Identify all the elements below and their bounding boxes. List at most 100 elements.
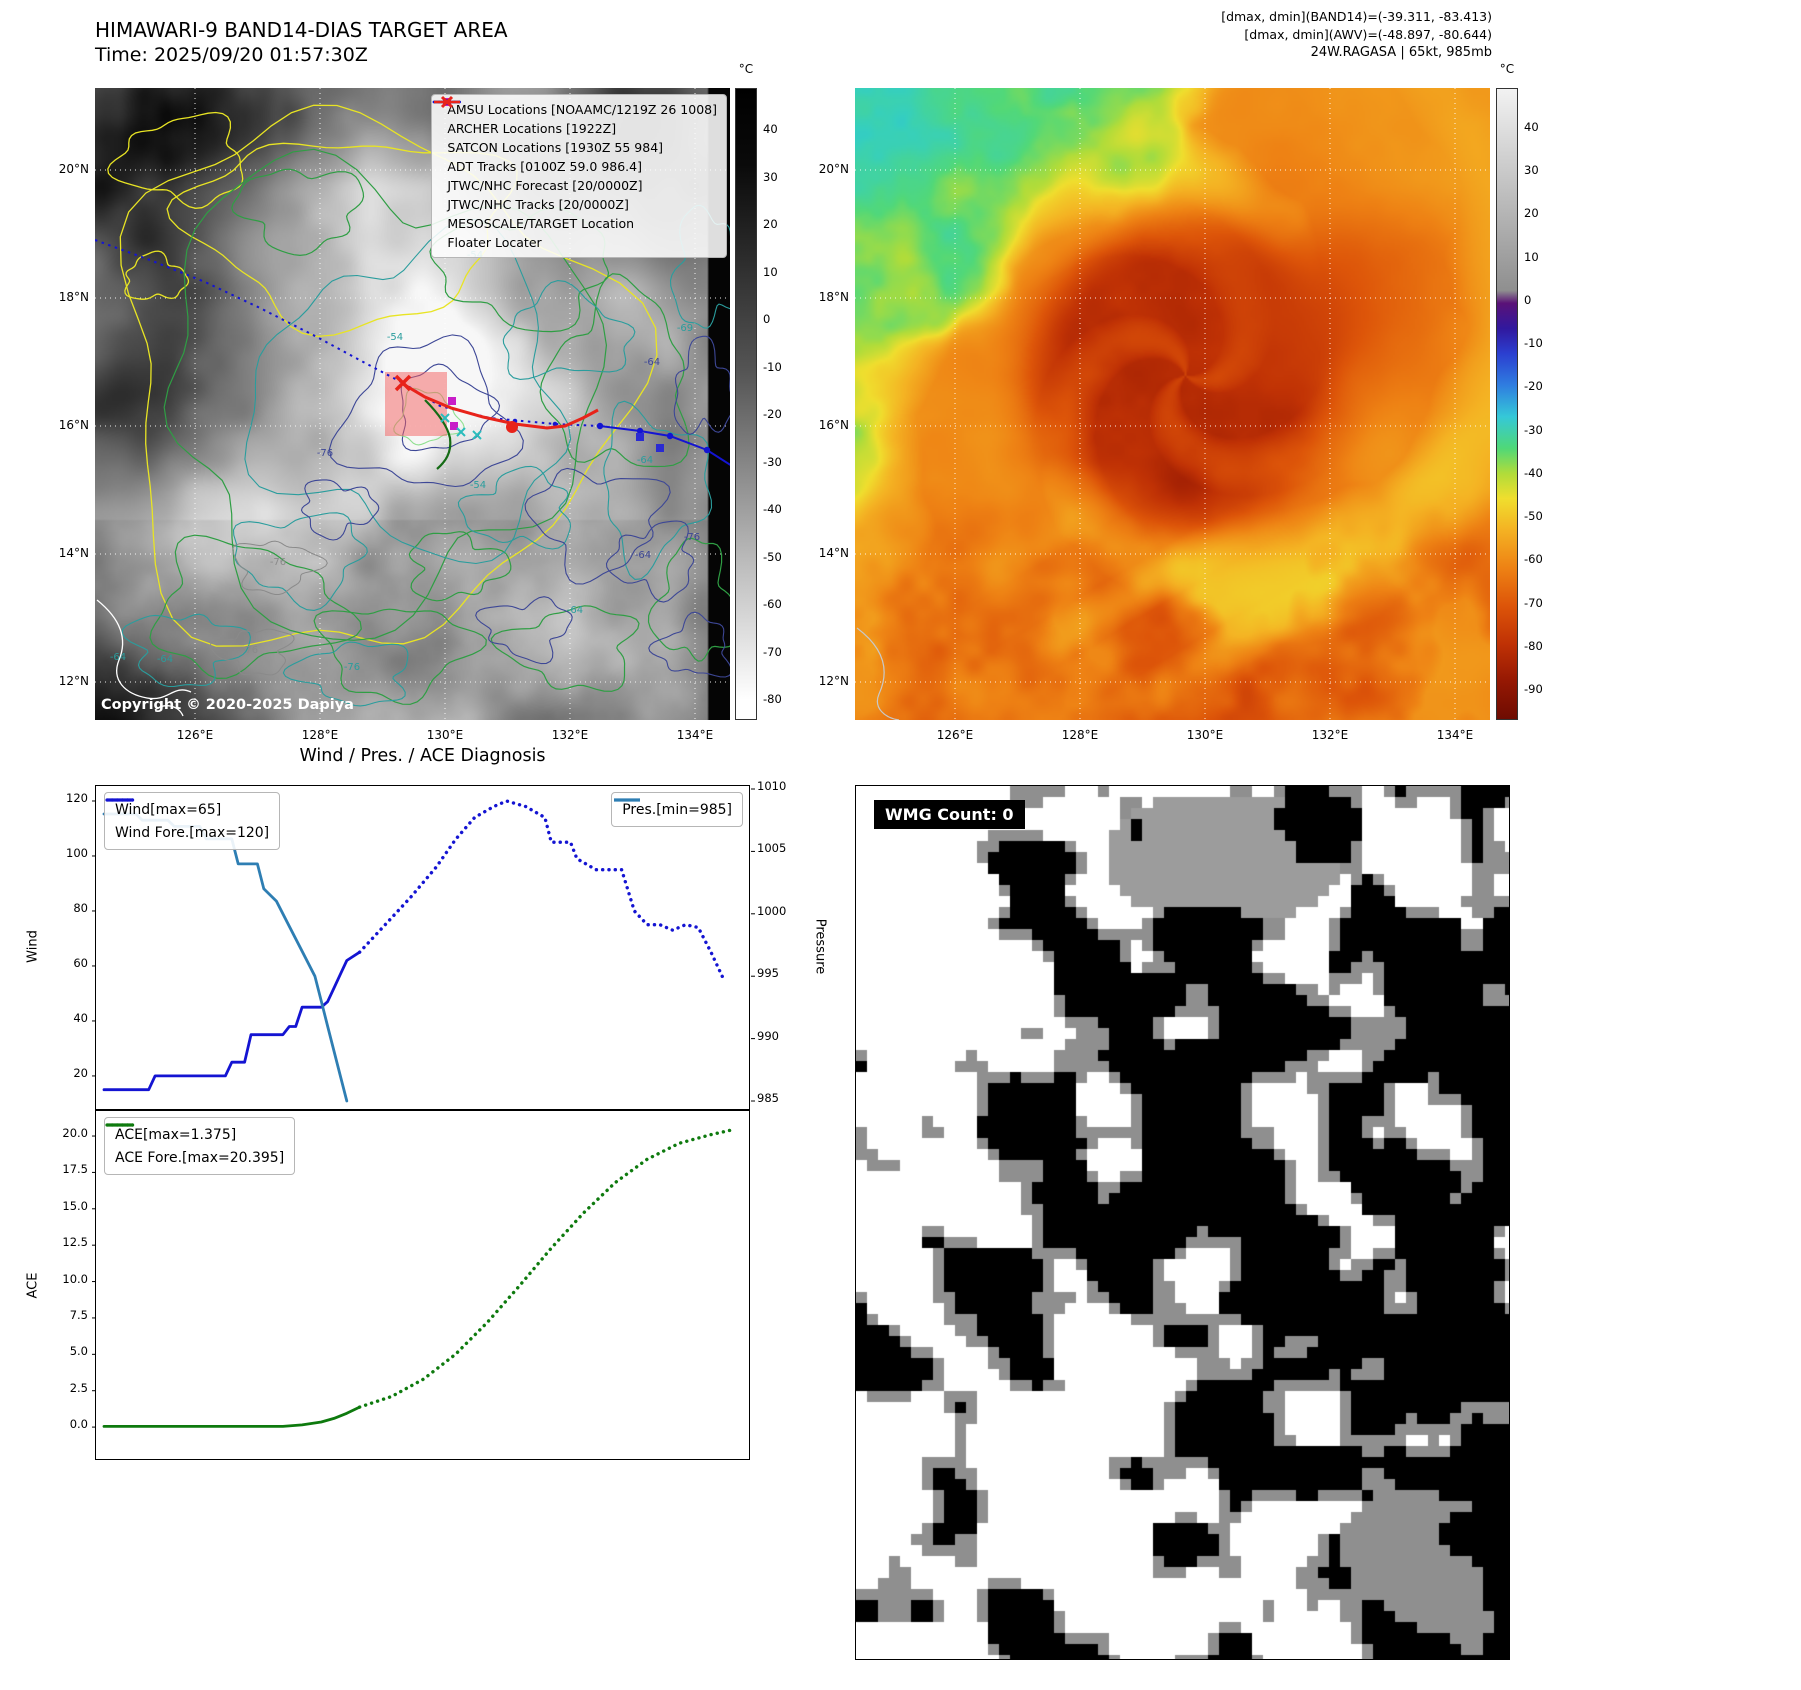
y-tick-label: 15.0 — [62, 1198, 88, 1213]
graticule — [855, 88, 1490, 720]
ir-colorbar-tick: -40 — [1524, 465, 1543, 480]
band14-map: -54-69-64-54-76-76-54-64-76-64-64-76-76-… — [95, 88, 730, 720]
ir-lon-tick: 132°E — [1311, 728, 1349, 742]
y2-tick-label: 985 — [757, 1091, 779, 1105]
band14-colorbar-tick: -60 — [763, 597, 782, 611]
coastline — [96, 599, 192, 717]
band14-lon-tick: 132°E — [551, 728, 589, 742]
band14-colorbar — [735, 88, 757, 720]
amsu-archer-markers — [448, 397, 458, 430]
band14-colorbar-tick: -20 — [763, 407, 782, 421]
legend-label: SATCON Locations [1930Z 55 984] — [447, 140, 664, 155]
ir-colorbar-tick: -50 — [1524, 509, 1543, 524]
wmg-panel: WMG Count: 0 — [855, 785, 1510, 1660]
contour-label: -64 — [637, 455, 653, 466]
ir-lat-tick: 14°N — [818, 546, 849, 560]
y2-tick-label: 995 — [757, 966, 779, 981]
legend-label: MESOSCALE/TARGET Location — [447, 216, 635, 231]
legend-label: JTWC/NHC Tracks [20/0000Z] — [447, 197, 629, 212]
legend-label: Floater Locater — [447, 235, 542, 250]
chart-legend-item: ACE[max=1.375] — [107, 1123, 284, 1146]
jtwc-forecast-track — [95, 239, 601, 427]
band14-lon-tick: 134°E — [676, 728, 714, 742]
wmg-count-label: WMG Count: 0 — [874, 800, 1025, 829]
y-tick-label: 7.5 — [69, 1307, 88, 1322]
band14-colorbar-tick: -80 — [763, 692, 782, 706]
ir-colorbar — [1496, 88, 1518, 720]
band14-lon-tick: 126°E — [176, 728, 214, 742]
contour-label: -64 — [635, 550, 651, 561]
y-tick-label: 5.0 — [69, 1344, 88, 1359]
wmg-grid-canvas — [856, 786, 1509, 1659]
chart-legend-item: Wind Fore.[max=120] — [105, 798, 269, 844]
band14-title: HIMAWARI-9 BAND14-DIAS TARGET AREA — [95, 18, 508, 42]
chart-legend-item: Wind[max=65] — [107, 798, 269, 821]
solid-line-icon — [614, 798, 641, 802]
pressure-legend: Pres.[min=985] — [611, 792, 743, 827]
legend-label: AMSU Locations [NOAAMC/1219Z 26 1008] — [447, 102, 717, 117]
contour-label: -54 — [387, 332, 403, 343]
band14-colorbar-tick: 30 — [763, 169, 778, 184]
y2-tick-label: 1005 — [757, 841, 787, 856]
legend-item: Floater Locater — [434, 100, 717, 252]
band14-colorbar-tick: 10 — [763, 264, 778, 279]
legend-label: ARCHER Locations [1922Z] — [447, 121, 617, 136]
band14-map-legend: AMSU Locations [NOAAMC/1219Z 26 1008] ARC… — [431, 94, 727, 258]
ir-colorbar-tick: -30 — [1524, 422, 1543, 437]
band14-time: Time: 2025/09/20 01:57:30Z — [95, 44, 368, 66]
floater-position-dot — [506, 421, 518, 433]
y-tick-label: 60 — [73, 955, 88, 970]
ir-lon-tick: 130°E — [1186, 728, 1224, 742]
wind-pressure-chart: Wind[max=65] Wind Fore.[max=120] Pres.[mi… — [92, 785, 755, 1110]
band14-lat-tick: 12°N — [58, 674, 89, 688]
chart-legend-label: Wind[max=65] — [115, 801, 222, 818]
ir-colorbar-tick: -60 — [1524, 552, 1543, 567]
ir-colorbar-tick: 10 — [1524, 249, 1539, 264]
ir-colorbar-tick: 30 — [1524, 163, 1539, 178]
y-tick-label: 20 — [73, 1065, 88, 1080]
y-tick-label: 0.0 — [69, 1417, 88, 1432]
y-tick-label: 10.0 — [62, 1271, 88, 1286]
band14-colorbar-unit: °C — [738, 62, 754, 76]
contour-label: -76 — [344, 662, 360, 673]
chart-legend-label: ACE Fore.[max=20.395] — [115, 1149, 285, 1166]
ir-lat-tick: 18°N — [818, 290, 849, 304]
legend-item: JTWC/NHC Tracks [20/0000Z] — [434, 99, 717, 214]
ir-colorbar-tick: 40 — [1524, 120, 1539, 134]
adt-track — [424, 399, 452, 470]
y2-tick-label: 1000 — [757, 903, 787, 918]
legend-item: AMSU Locations [NOAAMC/1219Z 26 1008] — [441, 98, 717, 119]
legend-item: ADT Tracks [0100Z 59.0 986.4] — [434, 100, 717, 176]
ace-fore-max-20-395-line — [357, 1128, 732, 1409]
ir-satellite-canvas — [855, 88, 1490, 720]
contour-label: -69 — [677, 323, 693, 334]
ace-legend: ACE[max=1.375] ACE Fore.[max=20.395] — [104, 1117, 296, 1175]
band14-colorbar-tick: -10 — [763, 359, 782, 374]
y-tick-label: 120 — [66, 790, 88, 805]
contour-label: -64 — [567, 605, 583, 616]
y2-tick-label: 1010 — [757, 778, 787, 793]
wind-fore-max-120-line — [357, 799, 726, 982]
ir-lat-tick: 20°N — [818, 162, 849, 176]
y2-tick-label: 990 — [757, 1028, 779, 1043]
ir-lon-tick: 128°E — [1061, 728, 1099, 742]
legend-label: JTWC/NHC Forecast [20/0000Z] — [447, 178, 643, 193]
ir-lon-tick: 126°E — [936, 728, 974, 742]
contour-label: -76 — [684, 532, 700, 543]
dotted-line-icon — [105, 1123, 135, 1127]
band14-colorbar-tick: 0 — [763, 312, 771, 326]
band14-lat-tick: 18°N — [58, 290, 89, 304]
legend-item: ARCHER Locations [1922Z] — [441, 98, 717, 138]
wind-legend: Wind[max=65] Wind Fore.[max=120] — [104, 792, 281, 850]
contour-label: -76 — [317, 448, 333, 459]
diagnosis-title: Wind / Pres. / ACE Diagnosis — [299, 746, 546, 766]
contour-label: -76 — [242, 645, 258, 656]
chart-legend-item: Pres.[min=985] — [614, 798, 732, 821]
jtwc-track — [596, 422, 730, 466]
ir-lat-tick: 12°N — [818, 674, 849, 688]
ace-max-1-375-line — [102, 1405, 362, 1428]
ir-lat-tick: 16°N — [818, 418, 849, 432]
contour-label: -64 — [110, 652, 126, 663]
copyright-text: Copyright © 2020-2025 Dapiya — [101, 697, 354, 713]
